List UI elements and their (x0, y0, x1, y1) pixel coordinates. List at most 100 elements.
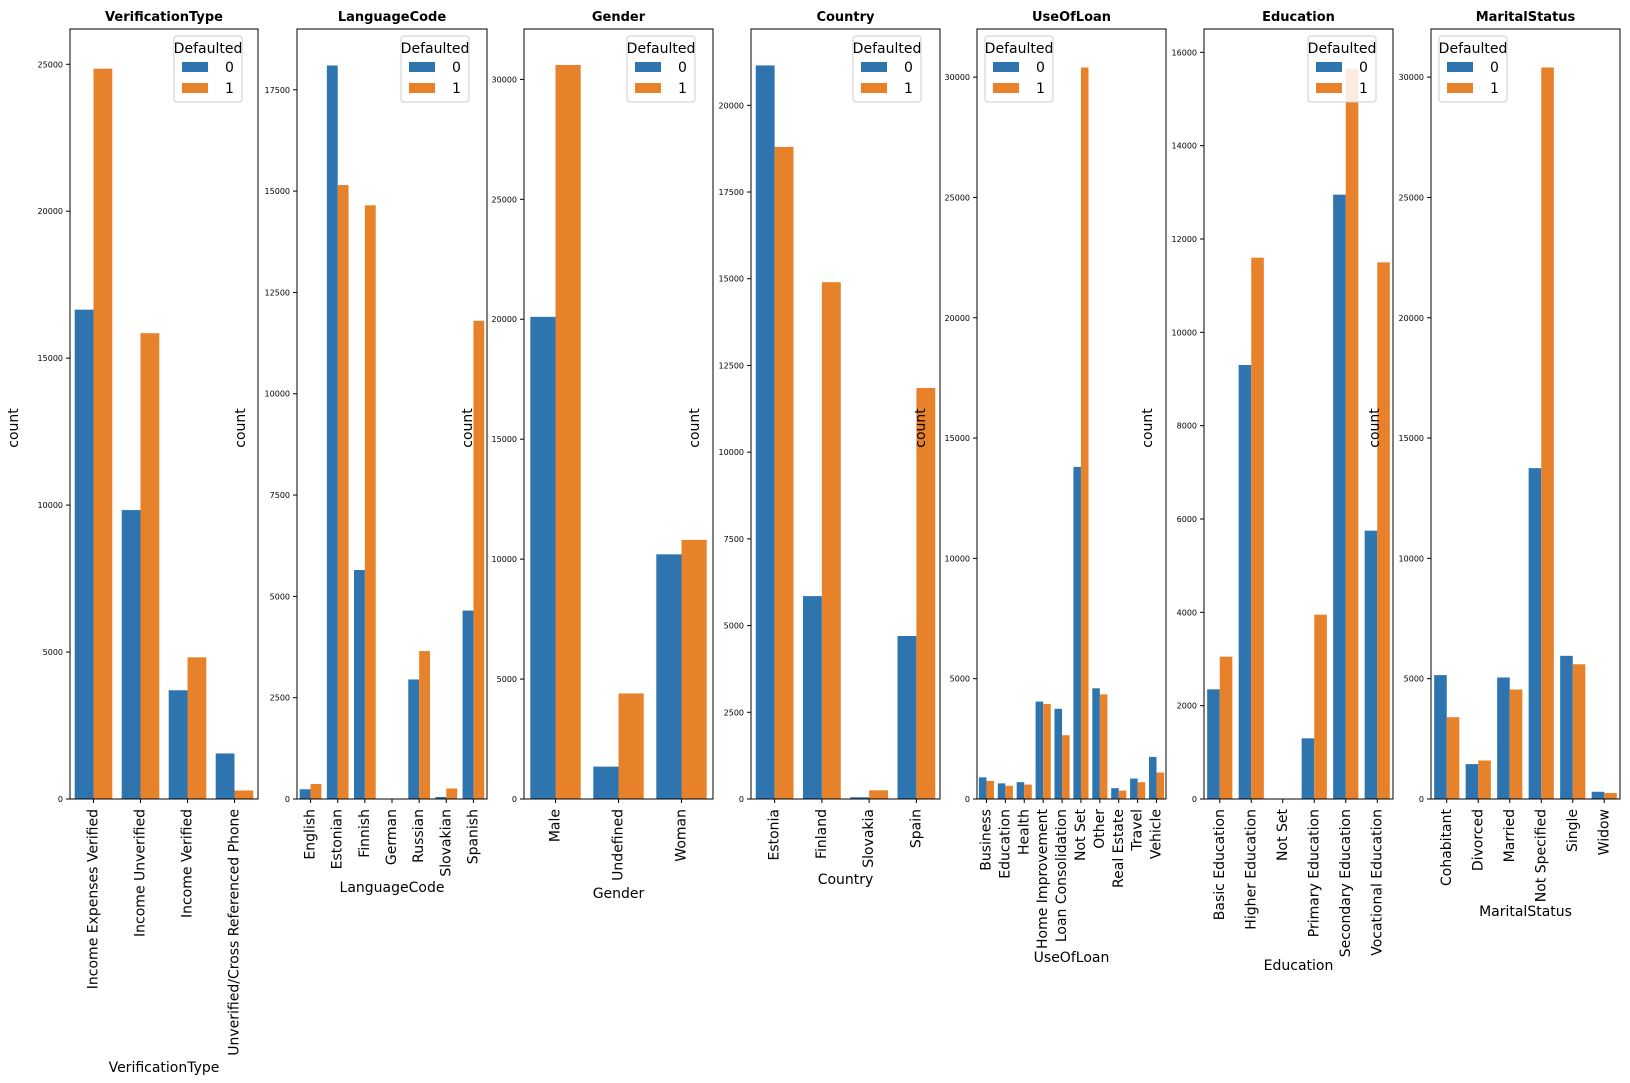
bar-estonia-defaulted-0 (755, 65, 775, 800)
subplot-gender: Gender 0 5000 10000 15000 20000 25000 30000 coun… (460, 10, 714, 902)
y-tick-label: 15000 (265, 187, 290, 196)
bar-cohabitant-defaulted-1 (1446, 717, 1460, 799)
x-axis-label: LanguageCode (340, 880, 445, 896)
subplot-useofloan: UseOfLoan 0 5000 10000 15000 20000 25000 30000 c… (913, 10, 1167, 966)
y-tick-label: 6000 (1177, 515, 1197, 524)
legend-swatch-1 (861, 83, 887, 93)
y-tick-label: 10000 (719, 448, 744, 457)
legend-label-1: 1 (1490, 81, 1499, 97)
x-tick-label-vehicle: Vehicle (1149, 809, 1165, 859)
x-tick-label-married: Married (1502, 809, 1518, 862)
legend-title: Defaulted (627, 41, 696, 57)
chart-title: VerificationType (105, 10, 223, 25)
legend: Defaulted 0 1 (1438, 35, 1508, 103)
x-tick-label-primary-education: Primary Education (1306, 809, 1322, 937)
bar-slovakian-defaulted-0 (435, 796, 447, 799)
x-tick-label-russian: Russian (411, 809, 427, 863)
plot-frame (1430, 28, 1621, 800)
y-tick-label: 7500 (270, 491, 290, 500)
bar-male-defaulted-0 (530, 316, 556, 799)
bar-income-expenses-verified-defaulted-0 (74, 309, 94, 799)
bar-single-defaulted-0 (1560, 655, 1573, 799)
bar-russian-defaulted-0 (408, 679, 420, 799)
legend-title: Defaulted (174, 41, 243, 57)
subplot-maritalstatus: MaritalStatus 0 5000 10000 15000 20000 25000 30… (1367, 10, 1621, 920)
y-tick-label: 0 (512, 795, 517, 804)
y-tick-label: 15000 (719, 275, 744, 284)
legend-swatch-1 (635, 83, 661, 93)
x-tick-label-estonian: Estonian (330, 809, 346, 869)
x-tick-label-education: Education (997, 809, 1013, 879)
bar-vocational-education-defaulted-0 (1364, 530, 1378, 799)
legend-swatch-0 (993, 62, 1019, 72)
x-tick-label-business: Business (978, 809, 994, 871)
chart-title: UseOfLoan (1032, 10, 1111, 25)
bar-male-defaulted-1 (555, 64, 581, 800)
bar-estonia-defaulted-1 (774, 146, 794, 799)
bar-woman-defaulted-0 (656, 554, 682, 799)
x-tick-label-spanish: Spanish (465, 809, 481, 864)
plot-frame (1203, 28, 1394, 800)
bar-vocational-education-defaulted-1 (1377, 262, 1390, 800)
bar-widow-defaulted-1 (1604, 792, 1617, 799)
bar-travel-defaulted-1 (1137, 782, 1146, 799)
x-tick-label-secondary-education: Secondary Education (1338, 809, 1354, 957)
chart-title: Gender (592, 10, 646, 25)
bar-english-defaulted-1 (310, 784, 322, 799)
y-tick-label: 15000 (38, 354, 63, 363)
y-tick-label: 20000 (492, 315, 517, 324)
bar-slovakia-defaulted-1 (869, 790, 889, 799)
x-tick-label-slovakian: Slovakian (438, 809, 454, 877)
bar-other-defaulted-1 (1099, 694, 1108, 799)
y-tick-label: 5000 (1404, 675, 1424, 684)
y-tick-label: 2500 (270, 694, 290, 703)
bar-unverified-cross-referenced-phone-defaulted-1 (234, 790, 254, 799)
y-tick-label: 10000 (1172, 328, 1197, 337)
y-axis-label: count (1140, 408, 1156, 448)
bar-travel-defaulted-0 (1130, 778, 1138, 799)
x-tick-label-loan-consolidation: Loan Consolidation (1054, 809, 1070, 942)
x-axis-label: VerificationType (109, 1060, 220, 1076)
legend: Defaulted 0 1 (984, 35, 1054, 103)
bar-other-defaulted-0 (1092, 688, 1100, 799)
subplot-languagecode: LanguageCode 0 2500 5000 7500 10000 12500 15000… (233, 10, 488, 896)
y-tick-label: 8000 (1177, 422, 1197, 431)
bar-income-expenses-verified-defaulted-1 (93, 68, 113, 800)
bar-income-verified-defaulted-1 (187, 657, 207, 799)
legend-swatch-0 (1316, 62, 1342, 72)
legend-swatch-1 (182, 83, 208, 93)
bar-spain-defaulted-0 (897, 635, 917, 799)
legend-swatch-0 (409, 62, 435, 72)
legend-label-1: 1 (1359, 81, 1368, 97)
x-tick-label-german: German (384, 809, 400, 865)
bar-home-improvement-defaulted-1 (1043, 703, 1051, 799)
legend-label-0: 0 (1359, 60, 1368, 76)
legend-title: Defaulted (1308, 41, 1377, 57)
bar-loan-consolidation-defaulted-1 (1062, 735, 1070, 799)
bar-primary-education-defaulted-0 (1301, 738, 1315, 799)
bar-real-estate-defaulted-0 (1111, 788, 1119, 799)
x-tick-label-higher-education: Higher Education (1243, 809, 1259, 930)
y-tick-label: 25000 (492, 195, 517, 204)
x-tick-label-income-verified: Income Verified (180, 809, 196, 918)
bar-spain-defaulted-1 (916, 387, 936, 799)
y-tick-label: 30000 (945, 73, 970, 82)
y-tick-label: 20000 (38, 207, 63, 216)
bar-finland-defaulted-1 (821, 282, 841, 799)
x-tick-label-widow: Widow (1596, 809, 1612, 855)
legend-label-0: 0 (452, 60, 461, 76)
bar-vehicle-defaulted-0 (1148, 756, 1157, 799)
plot-frame (69, 28, 259, 800)
y-tick-label: 30000 (1399, 73, 1424, 82)
x-tick-label-home-improvement: Home Improvement (1035, 809, 1051, 949)
y-tick-label: 0 (1419, 795, 1424, 804)
bar-single-defaulted-1 (1572, 664, 1586, 799)
chart-title: Education (1262, 10, 1335, 25)
bar-unverified-cross-referenced-phone-defaulted-0 (215, 753, 235, 799)
bar-divorced-defaulted-0 (1465, 764, 1479, 799)
bar-cohabitant-defaulted-0 (1434, 675, 1447, 799)
bar-home-improvement-defaulted-0 (1035, 701, 1044, 799)
y-tick-label: 10000 (1399, 554, 1424, 563)
y-tick-label: 10000 (265, 390, 290, 399)
